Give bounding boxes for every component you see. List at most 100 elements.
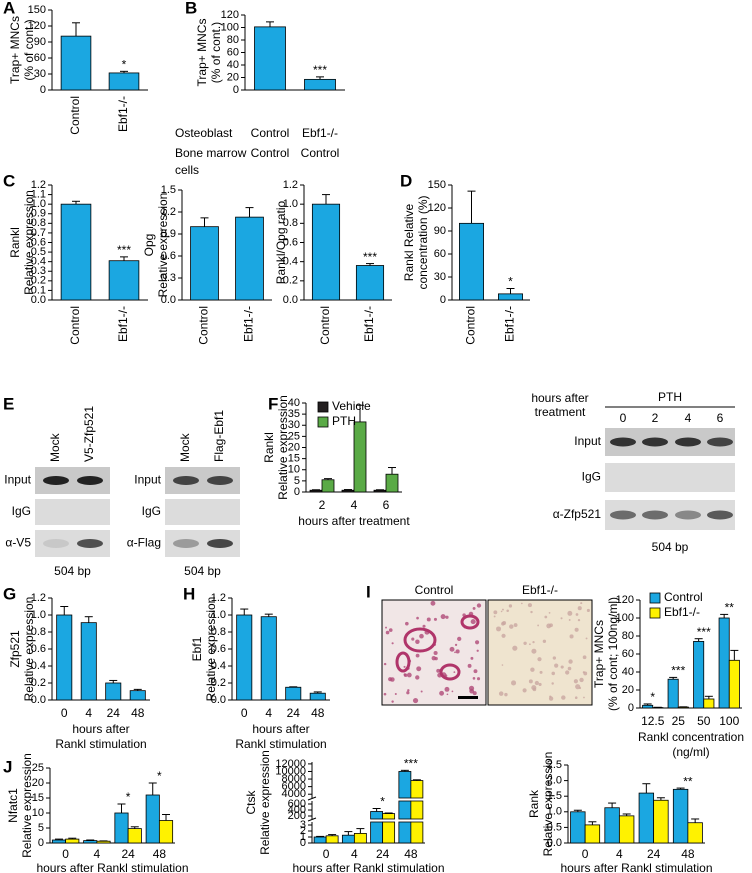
cell [439, 690, 445, 696]
y-tick-label: 30 [34, 68, 46, 80]
bar [570, 811, 586, 844]
bar [56, 614, 73, 701]
lane-label: 4 [685, 411, 692, 425]
gel-band [173, 476, 199, 485]
y-tick-label: 20 [288, 441, 300, 453]
y-tick-label: 5 [294, 475, 300, 487]
bar [370, 821, 384, 844]
cell [542, 639, 547, 643]
y-tick-label: 0.5 [31, 246, 46, 258]
y-tick-label: 0.8 [211, 626, 226, 638]
y-axis-label: Relative expression [22, 190, 36, 295]
bar [235, 216, 264, 301]
bar [653, 799, 669, 844]
cell [530, 667, 535, 672]
cell [501, 633, 506, 638]
y-tick-label: 1.0 [31, 609, 46, 621]
gel-size: 504 bp [54, 564, 91, 578]
cell [548, 696, 554, 701]
gel-band [642, 510, 668, 520]
bar [373, 489, 387, 493]
y-tick-label: 10 [288, 464, 300, 476]
x-axis-label: Rankl stimulation [55, 737, 146, 751]
lane-label: 2 [652, 411, 659, 425]
cell [522, 688, 527, 693]
y-tick-label: 100 [616, 612, 634, 624]
cell [388, 628, 393, 632]
cell [430, 600, 436, 606]
y-tick-label: 1.0 [547, 806, 562, 818]
y-tick-label: 0.0 [161, 294, 176, 306]
y-tick-label: 600 [288, 798, 306, 810]
y-tick-label: 80 [622, 630, 634, 642]
osteoclast [460, 614, 480, 630]
x-tick-label: Ebf1-/- [503, 306, 517, 342]
bar [313, 836, 327, 844]
osteoclast [403, 627, 437, 653]
bar [355, 265, 385, 301]
x-tick-label: 48 [131, 706, 145, 720]
bar [667, 678, 679, 709]
gel-band [207, 476, 233, 485]
cell [501, 621, 505, 626]
panel-letter: F [268, 394, 278, 413]
lane-label: 0 [620, 411, 627, 425]
cell [407, 689, 410, 692]
y-tick-label: 0.3 [161, 272, 176, 284]
significance: ** [683, 774, 693, 788]
cell [560, 617, 563, 620]
bar [80, 622, 97, 701]
y-axis-label: Trap+ MNCs [8, 16, 22, 84]
cell [454, 643, 458, 647]
bar [285, 686, 302, 701]
y-tick-label: 0.0 [31, 694, 46, 706]
y-tick-label: 0.9 [161, 228, 176, 240]
y-axis-label: Relative expression [258, 750, 272, 855]
x-tick-label: 0 [62, 847, 69, 861]
y-axis-label: Relative expression [541, 752, 555, 857]
gel-band [43, 476, 69, 485]
row-label: Bone marrow [175, 146, 247, 160]
cell [568, 659, 573, 664]
cell [583, 696, 585, 699]
significance: ** [725, 601, 735, 615]
cell [455, 649, 460, 654]
cell [560, 665, 564, 669]
cell [415, 639, 420, 644]
y-axis-label: Ebf1 [190, 636, 204, 661]
significance: *** [671, 664, 685, 678]
bar [190, 226, 219, 301]
bar [687, 822, 703, 844]
gel-row-label: α-V5 [5, 536, 31, 550]
cell [470, 656, 474, 660]
cell [575, 613, 579, 616]
y-tick-label: 3 [300, 819, 306, 831]
y-axis-label: Nfatc1 [6, 788, 20, 823]
y-axis-label: Rankl [262, 432, 276, 463]
y-tick-label: 6000 [282, 781, 306, 793]
gel-row-label: Input [574, 434, 601, 448]
cell [390, 677, 395, 682]
cell [383, 692, 387, 696]
bar [728, 659, 740, 709]
cell [444, 686, 450, 692]
lane-label: Mock [178, 432, 192, 462]
y-tick-label: 25 [288, 430, 300, 442]
y-tick-label: 80 [227, 34, 239, 46]
legend-swatch [317, 416, 329, 428]
y-tick-label: 40 [227, 59, 239, 71]
y-axis-label: Relative expression [20, 753, 34, 858]
legend-swatch [649, 592, 661, 604]
y-tick-label: 0.4 [31, 256, 46, 268]
bar [127, 828, 142, 844]
cell [433, 617, 437, 621]
bar [382, 821, 396, 844]
y-tick-label: 2.5 [547, 759, 562, 771]
y-tick-label: 120 [28, 20, 46, 32]
cell [454, 651, 456, 654]
cell [419, 633, 424, 639]
y-axis-label: Relative expression [156, 193, 170, 298]
cell [415, 675, 420, 680]
lane-label: 6 [717, 411, 724, 425]
x-tick-label: Control [197, 306, 211, 345]
